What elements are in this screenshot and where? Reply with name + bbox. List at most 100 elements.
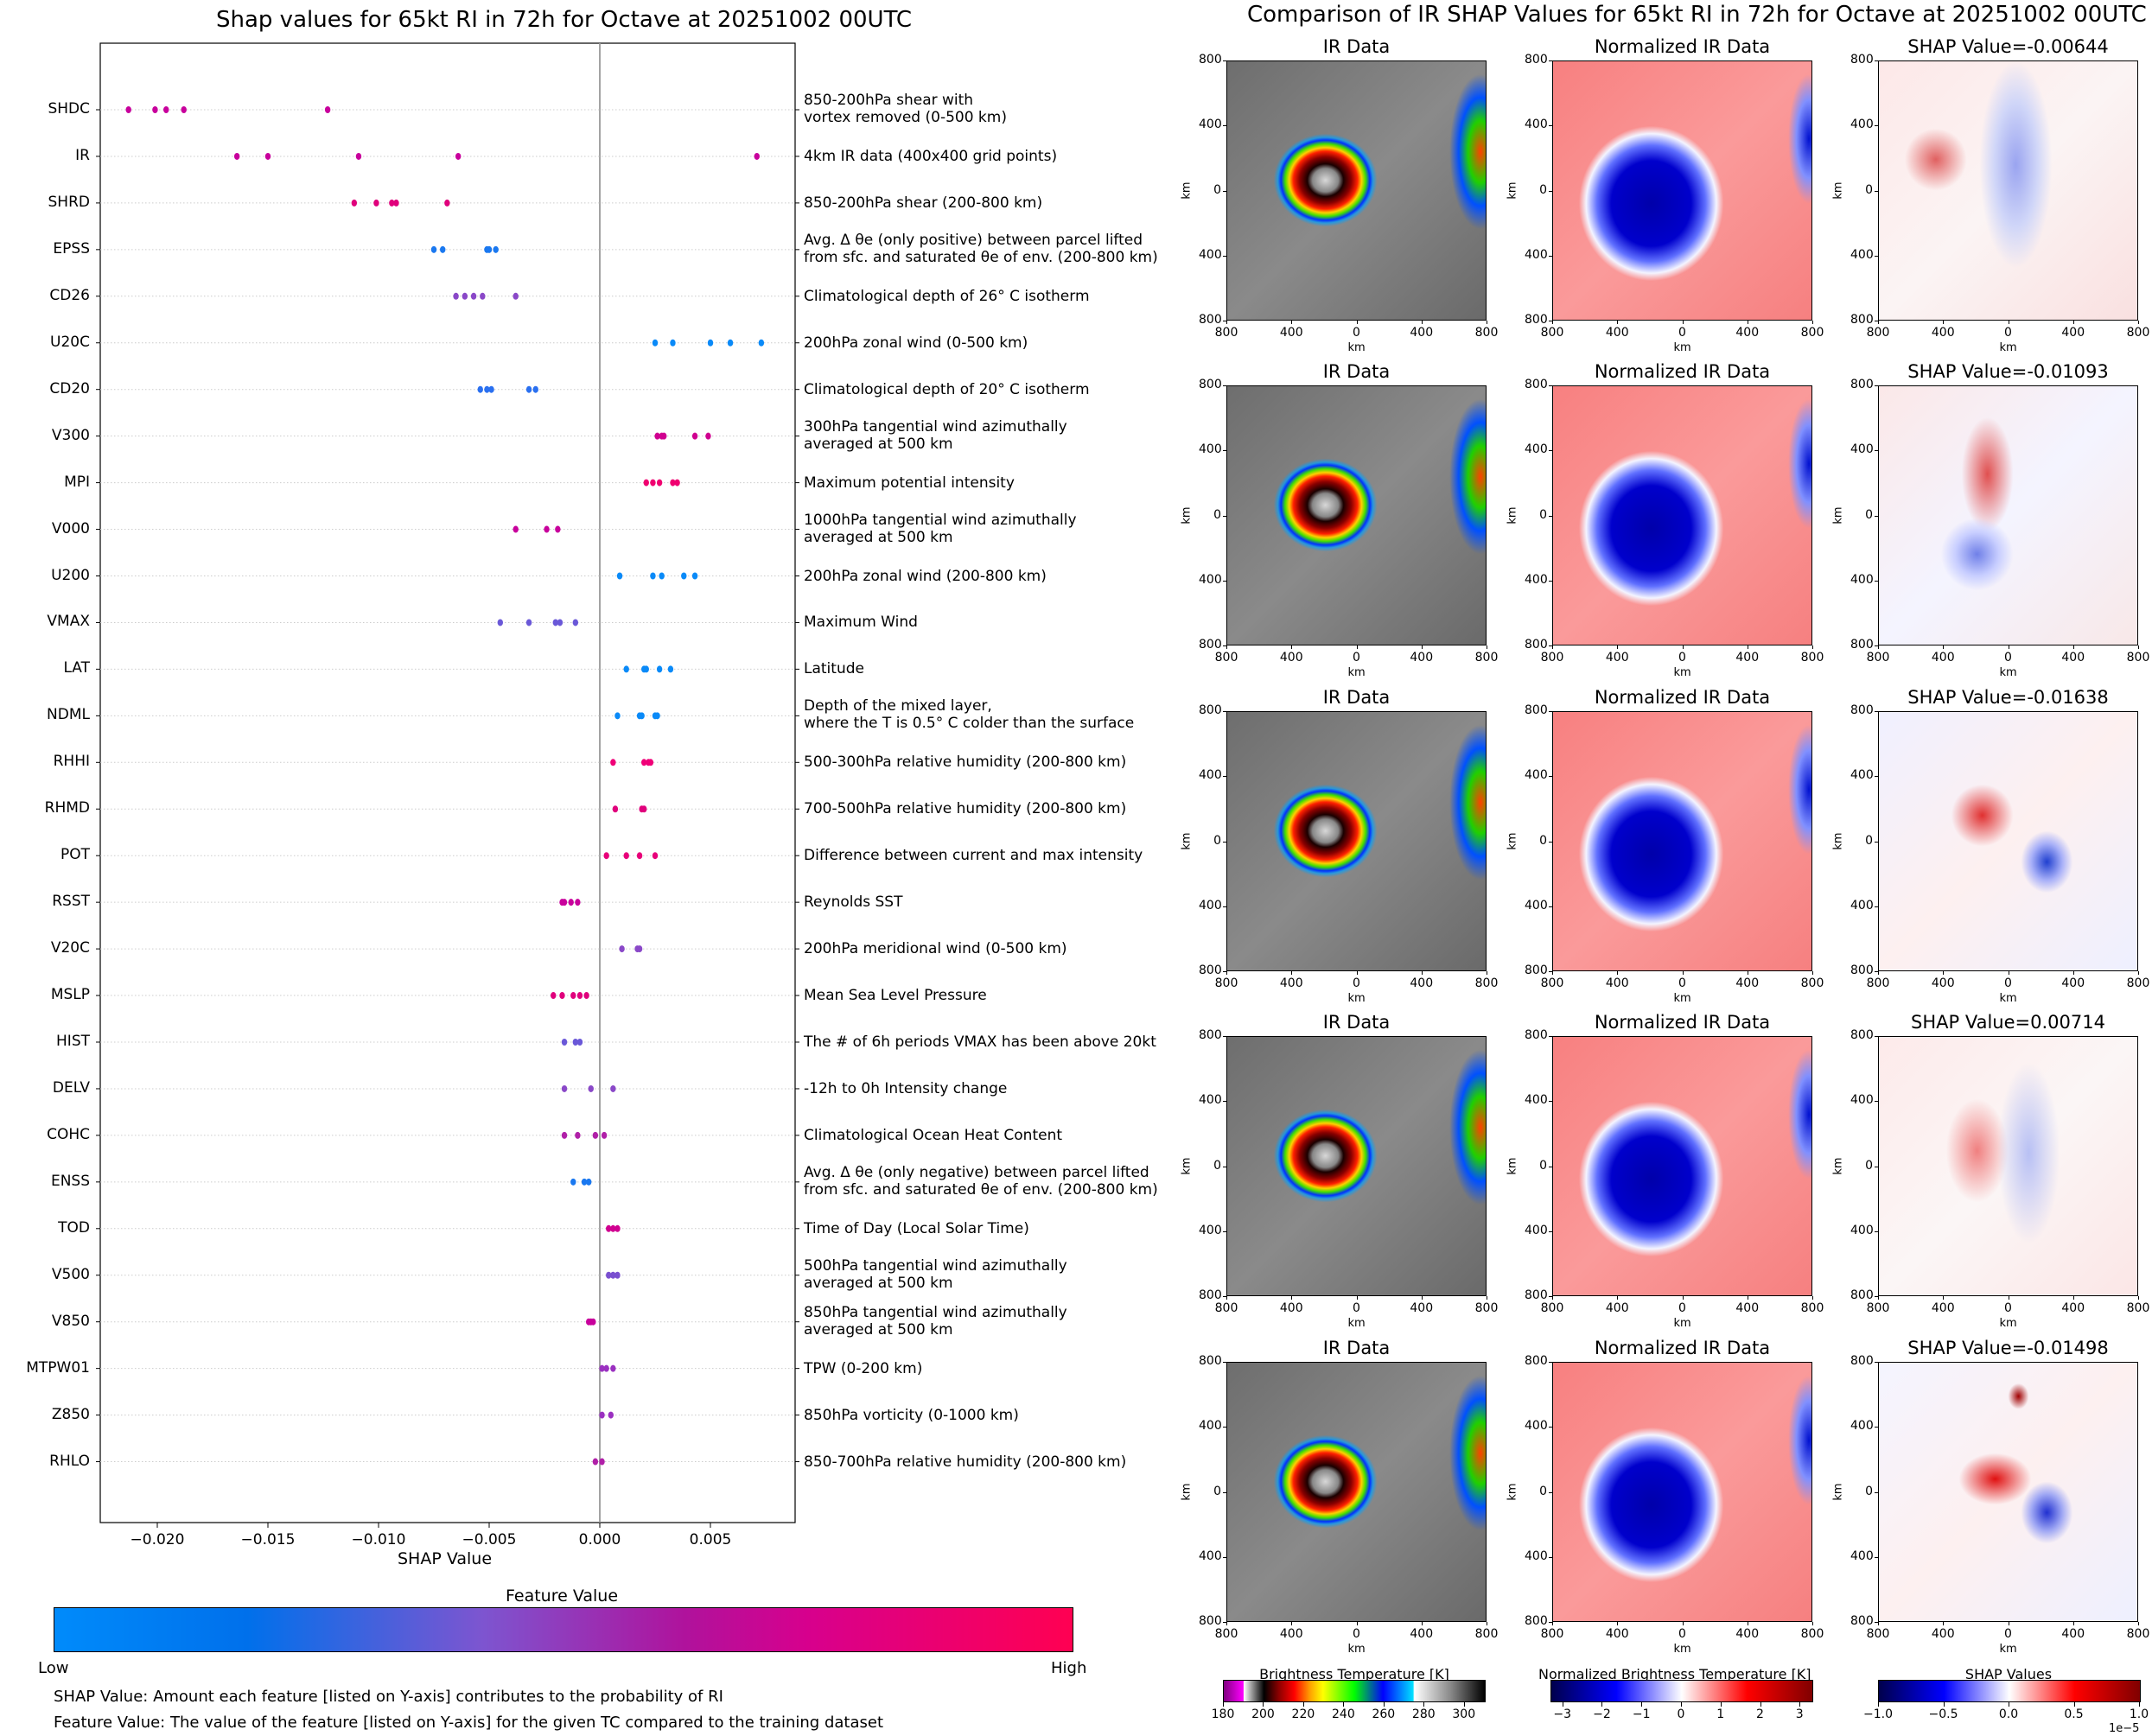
- shap-dot-epss: [440, 245, 446, 253]
- colorbar-tick: [1302, 1702, 1304, 1707]
- x-axis-label: km: [1999, 341, 2017, 354]
- shap-dot-enss: [570, 1178, 576, 1186]
- y-tick: [1875, 776, 1878, 778]
- shap-dot-ndml: [614, 712, 621, 720]
- shap-dot-v500: [614, 1271, 621, 1279]
- description-line: where the T is 0.5° C colder than the su…: [804, 715, 1135, 733]
- x-tick-label: 400: [1605, 326, 1629, 340]
- shap-dot-cd20: [477, 385, 483, 393]
- y-tick: [1223, 1036, 1226, 1037]
- x-tick-label: 0: [1353, 326, 1360, 340]
- x-tick: [1421, 1296, 1423, 1300]
- x-tick-label: 800: [1866, 1301, 1890, 1315]
- y-tick-label: 0: [1213, 1158, 1221, 1173]
- x-tick-label: 0: [1678, 326, 1686, 340]
- shap-dot-ir: [233, 152, 240, 160]
- shap-dot-pot: [652, 852, 659, 860]
- x-tick: [1356, 1296, 1358, 1300]
- x-tick-label: 400: [2061, 651, 2085, 665]
- x-tick: [2072, 1296, 2074, 1300]
- x-tick: [1812, 321, 1813, 324]
- description-line: Maximum potential intensity: [804, 474, 1015, 492]
- ir-image: [1226, 1362, 1487, 1622]
- shap-dot-cd20: [532, 385, 538, 393]
- shap-dot-u200: [650, 572, 656, 580]
- y-axis-label: km: [1506, 1156, 1519, 1175]
- shap-dot-v500: [606, 1271, 612, 1279]
- x-tick-label: 800: [1800, 651, 1824, 665]
- y-tick-label: 800: [1525, 963, 1548, 977]
- y-tick-label: 800: [1525, 1354, 1548, 1368]
- x-tick-label: 400: [1931, 1627, 1955, 1641]
- colorbar-tick-label: 280: [1411, 1707, 1436, 1721]
- feature-label-mslp: MSLP: [50, 986, 90, 1004]
- x-tick-label: 800: [1866, 976, 1890, 990]
- description-line: 500-300hPa relative humidity (200-800 km…: [804, 754, 1127, 772]
- description-line: from sfc. and saturated θe of env. (200-…: [804, 248, 1158, 266]
- shap-dot-v000: [513, 525, 519, 533]
- feature-label-u200: U200: [51, 566, 90, 584]
- shap-dot-tod: [606, 1224, 612, 1232]
- x-tick: [1291, 1296, 1293, 1300]
- x-tick: [1878, 1296, 1879, 1300]
- y-tick-label: 800: [1850, 378, 1874, 391]
- x-tick: [1943, 321, 1945, 324]
- y-tick: [1223, 1101, 1226, 1103]
- x-tick-label: −0.010: [351, 1531, 406, 1548]
- feature-label-delv: DELV: [52, 1078, 90, 1097]
- x-tick: [1291, 1622, 1293, 1625]
- feature-description-pot: Difference between current and max inten…: [804, 847, 1143, 864]
- shap-dot-vmax: [497, 619, 503, 626]
- description-line: averaged at 500 km: [804, 435, 953, 453]
- x-tick-label: 400: [1605, 1627, 1629, 1641]
- y-tick-label: 800: [1199, 963, 1222, 977]
- x-tick-label: 400: [1605, 651, 1629, 665]
- panel-title: Normalized IR Data: [1594, 36, 1771, 57]
- x-tick: [1617, 321, 1619, 324]
- colorbar-tick: [1760, 1702, 1761, 1707]
- description-line: The # of 6h periods VMAX has been above …: [804, 1033, 1156, 1051]
- shap-dot-rhmd: [641, 805, 647, 813]
- x-tick-label: 800: [1540, 651, 1564, 665]
- shap-values-colorbar: [1878, 1680, 2141, 1702]
- shap-dot-rsst: [575, 899, 581, 906]
- x-tick: [2072, 971, 2074, 975]
- x-tick-label: 400: [1931, 976, 1955, 990]
- y-tick: [1223, 60, 1226, 61]
- x-axis-label: km: [1999, 666, 2017, 679]
- shap-dot-v850: [590, 1318, 596, 1326]
- feature-label-rsst: RSST: [52, 893, 90, 911]
- x-tick: [1552, 1296, 1553, 1300]
- x-tick-label: −0.005: [462, 1531, 517, 1548]
- description-line: 500hPa tangential wind azimuthally: [804, 1256, 1067, 1275]
- x-tick-label: 0: [2004, 1301, 2012, 1315]
- feature-value-colorbar-title: Feature Value: [506, 1587, 619, 1606]
- shap-dot-shdc: [324, 106, 331, 113]
- y-tick: [1875, 1036, 1878, 1037]
- shap-dot-lat: [643, 665, 649, 673]
- shap-dot-epss: [493, 245, 499, 253]
- shap-dot-mtpw01: [610, 1364, 616, 1372]
- x-tick-label: 400: [1410, 1627, 1434, 1641]
- x-tick: [1226, 1622, 1227, 1625]
- y-tick: [1875, 1491, 1878, 1493]
- y-tick: [1875, 841, 1878, 843]
- shap-dot-rhhi: [641, 759, 647, 766]
- x-tick-label: 800: [1214, 976, 1238, 990]
- x-tick-label: 400: [1410, 976, 1434, 990]
- shap-dot-cd20: [525, 385, 532, 393]
- description-line: vortex removed (0-500 km): [804, 109, 1007, 126]
- shap-dot-ndml: [639, 712, 645, 720]
- x-tick: [1356, 1622, 1358, 1625]
- y-tick-label: 400: [1199, 898, 1222, 913]
- colorbar-tick-label: 1.0: [2129, 1707, 2149, 1721]
- panel-title: IR Data: [1322, 687, 1391, 708]
- y-tick-label: 400: [1199, 572, 1222, 587]
- x-tick-label: 400: [2061, 326, 2085, 340]
- x-tick-label: 0: [1353, 1301, 1360, 1315]
- y-tick: [1875, 580, 1878, 582]
- x-axis-label: km: [1999, 992, 2017, 1005]
- y-tick-label: 400: [1525, 898, 1548, 913]
- y-tick-label: 0: [1539, 1484, 1547, 1498]
- shap-dot-enss: [586, 1178, 592, 1186]
